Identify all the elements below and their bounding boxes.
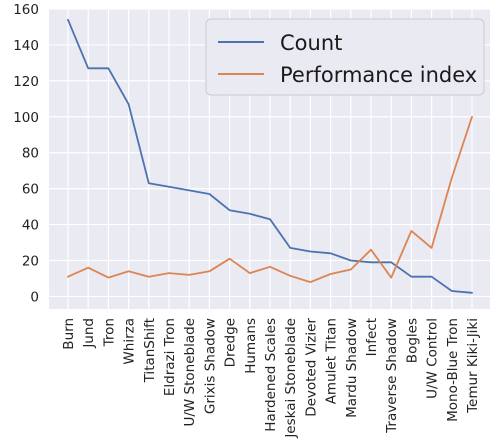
legend-label: Count bbox=[280, 31, 342, 55]
x-tick-label: TitanShift bbox=[142, 318, 158, 383]
x-tick-label: Infect bbox=[364, 318, 380, 356]
x-tick-label: Mardu Shadow bbox=[344, 318, 360, 418]
grid-lines bbox=[49, 8, 490, 309]
legend: Count Performance index bbox=[205, 18, 485, 96]
y-tick-label: 160 bbox=[13, 2, 39, 18]
y-tick-label: 20 bbox=[22, 253, 39, 269]
legend-label: Performance index bbox=[280, 63, 477, 87]
series-lines bbox=[67, 18, 473, 294]
y-tick-label: 100 bbox=[13, 110, 39, 126]
y-tick-label: 40 bbox=[22, 218, 39, 234]
x-tick-label: Tron bbox=[101, 318, 117, 347]
x-tick-label: Bogles bbox=[404, 318, 420, 363]
x-tick-label: Eldrazi Tron bbox=[162, 318, 178, 396]
x-tick-label: Whirza bbox=[122, 318, 138, 365]
x-tick-label: Devoted Vizier bbox=[303, 318, 319, 417]
series-line bbox=[67, 18, 473, 294]
series-line bbox=[67, 115, 473, 284]
y-tick-label: 140 bbox=[13, 38, 39, 54]
y-tick-label: 80 bbox=[22, 146, 39, 162]
x-tick-label: U/W Stoneblade bbox=[182, 318, 198, 427]
x-tick-label: Jeskai Stoneblade bbox=[283, 318, 299, 439]
y-tick-label: 120 bbox=[13, 74, 39, 90]
x-tick-label: U/W Control bbox=[425, 318, 441, 399]
x-tick-label: Jund bbox=[81, 318, 97, 349]
y-axis: 0 20 40 60 80 100 120 140 160 bbox=[13, 2, 39, 305]
x-tick-label: Burn bbox=[61, 318, 77, 350]
x-tick-label: Mono-Blue Tron bbox=[445, 318, 461, 422]
x-tick-label: Hardened Scales bbox=[263, 318, 279, 432]
y-tick-label: 0 bbox=[30, 289, 39, 305]
x-tick-label: Dredge bbox=[223, 318, 239, 367]
x-tick-label: Traverse Shadow bbox=[384, 318, 400, 434]
legend-frame bbox=[205, 18, 485, 96]
x-tick-label: Humans bbox=[243, 318, 259, 374]
x-axis: Burn Jund Tron Whirza TitanShift Eldrazi Tron… bbox=[61, 318, 481, 439]
y-tick-label: 60 bbox=[22, 182, 39, 198]
x-tick-label: Amulet Titan bbox=[324, 318, 340, 404]
x-tick-label: Temur Kiki-Jiki bbox=[465, 318, 481, 414]
x-tick-label: Grixis Shadow bbox=[202, 318, 218, 414]
